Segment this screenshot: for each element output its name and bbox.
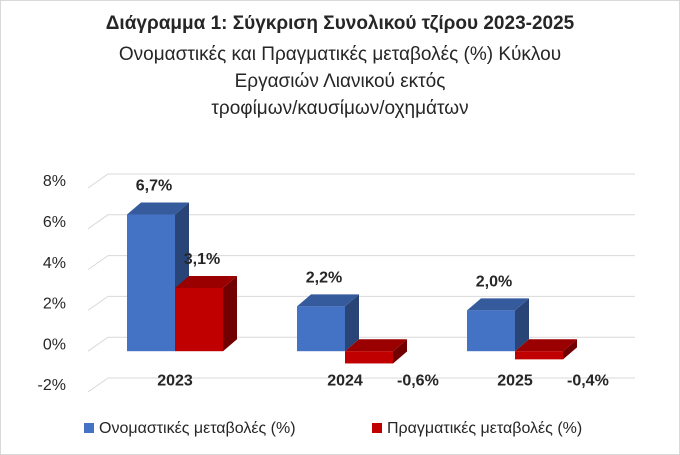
chart-title: Διάγραμμα 1: Σύγκριση Συνολικού τζίρου 2…: [106, 13, 575, 34]
bar: [297, 294, 359, 352]
value-label: -0,4%: [567, 372, 609, 389]
value-label: 6,7%: [136, 178, 172, 195]
value-label: 3,1%: [184, 251, 220, 268]
x-tick-label: 2025: [497, 372, 533, 389]
grid-line: [87, 377, 635, 393]
bar: [175, 275, 237, 352]
x-tick-label: 2024: [327, 372, 363, 389]
grid-line: [87, 173, 635, 189]
legend-swatch: [84, 423, 94, 433]
grid-line: [87, 336, 635, 352]
bar: [127, 202, 189, 352]
grid-line: [87, 295, 635, 311]
y-tick-label: 6%: [43, 214, 66, 231]
legend-label: Ονομαστικές μεταβολές (%): [99, 420, 296, 437]
legend-label: Πραγματικές μεταβολές (%): [387, 420, 582, 437]
x-tick-label: 2023: [157, 372, 193, 389]
bar: [467, 298, 529, 352]
y-tick-label: 2%: [43, 296, 66, 313]
bar: [345, 339, 407, 364]
value-label: 2,2%: [306, 270, 342, 287]
chart-subtitle: Εργασιών Λιανικού εκτός: [235, 71, 446, 92]
value-label: -0,6%: [397, 372, 439, 389]
grid-line: [87, 255, 635, 271]
y-tick-label: 8%: [43, 173, 66, 190]
legend-swatch: [372, 423, 382, 433]
chart-subtitle: τροφίμων/καυσίμων/οχημάτων: [211, 98, 468, 119]
grid-line: [87, 214, 635, 230]
chart-subtitle: Ονομαστικές και Πραγματικές μεταβολές (%…: [119, 44, 561, 65]
bar: [515, 339, 577, 360]
y-tick-label: -2%: [38, 377, 66, 394]
value-label: 2,0%: [476, 274, 512, 291]
y-tick-label: 0%: [43, 336, 66, 353]
y-tick-label: 4%: [43, 255, 66, 272]
